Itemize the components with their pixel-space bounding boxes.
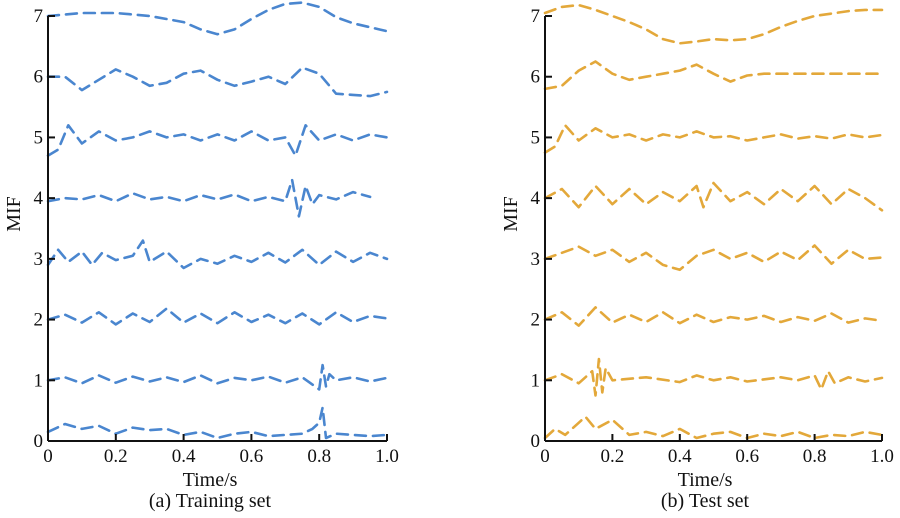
test-x-tick-label: 0.2 <box>601 446 625 467</box>
test-y-tick-label: 2 <box>531 310 541 331</box>
training-x-tick-label: 1.0 <box>375 446 399 467</box>
training-y-tick-label: 5 <box>34 127 44 148</box>
training-series-line-7 <box>46 66 389 98</box>
test-y-axis-label: MIF <box>500 196 522 232</box>
training-series-line-1 <box>46 406 389 440</box>
test-series-line-2 <box>543 357 884 397</box>
training-series-line-4 <box>46 239 389 270</box>
training-x-tick-label: 0.2 <box>104 446 128 467</box>
training-y-tick-label: 2 <box>34 310 44 331</box>
test-x-tick-label: 0.8 <box>803 446 827 467</box>
test-series-line-7 <box>543 60 884 91</box>
test-x-tick-label: 1.0 <box>870 446 894 467</box>
training-x-axis-label: Time/s <box>183 469 238 491</box>
training-series-line-6 <box>46 124 389 157</box>
test-x-tick-label: 0.4 <box>668 446 692 467</box>
training-x-tick-label: 0.4 <box>172 446 196 467</box>
test-x-axis-label: Time/s <box>678 469 733 491</box>
test-series-line-8 <box>543 3 884 45</box>
test-series-line-5 <box>543 181 884 212</box>
test-y-tick-label: 1 <box>531 370 541 391</box>
training-y-tick-label: 3 <box>34 249 44 270</box>
training-x-tick-label: 0 <box>43 446 53 467</box>
training-x-tick-label: 0.8 <box>307 446 331 467</box>
test-x-tick-label: 0 <box>540 446 550 467</box>
test-series-group <box>543 3 884 440</box>
test-y-tick-label: 7 <box>531 6 541 27</box>
training-y-tick-label: 6 <box>34 67 44 88</box>
test-y-tick-label: 4 <box>531 188 541 209</box>
training-series-line-2 <box>46 363 389 391</box>
test-y-tick-label: 0 <box>531 431 541 452</box>
test-y-tick-label: 6 <box>531 67 541 88</box>
test-ticks: 0 0.2 0.4 0.6 0.8 1.0 0 1 2 3 4 5 6 7 <box>531 6 894 467</box>
test-series-line-6 <box>543 124 884 154</box>
training-series-line-5 <box>46 178 372 218</box>
training-series-line-3 <box>46 307 389 326</box>
test-caption: (b) Test set <box>661 490 750 512</box>
training-series-group <box>46 1 389 440</box>
test-series-line-4 <box>543 244 884 272</box>
training-y-tick-label: 7 <box>34 6 44 27</box>
panel-training-set: 0 0.2 0.4 0.6 0.8 1.0 0 1 2 3 4 5 6 7 Time/s MIF (a) … <box>3 1 399 512</box>
test-y-tick-label: 3 <box>531 249 541 270</box>
test-y-tick-label: 5 <box>531 127 541 148</box>
training-x-tick-label: 0.6 <box>240 446 264 467</box>
test-x-tick-label: 0.6 <box>735 446 759 467</box>
panel-test-set: 0 0.2 0.4 0.6 0.8 1.0 0 1 2 3 4 5 6 7 Time/s MIF (b) … <box>500 3 894 512</box>
test-series-line-1 <box>543 415 884 440</box>
training-caption: (a) Training set <box>149 490 272 512</box>
training-y-axis-label: MIF <box>3 196 25 232</box>
test-series-line-3 <box>543 306 884 327</box>
training-series-line-8 <box>46 1 389 36</box>
training-y-tick-label: 1 <box>34 370 44 391</box>
training-ticks: 0 0.2 0.4 0.6 0.8 1.0 0 1 2 3 4 5 6 7 <box>34 6 399 467</box>
training-y-tick-label: 0 <box>34 431 44 452</box>
training-y-tick-label: 4 <box>34 188 44 209</box>
